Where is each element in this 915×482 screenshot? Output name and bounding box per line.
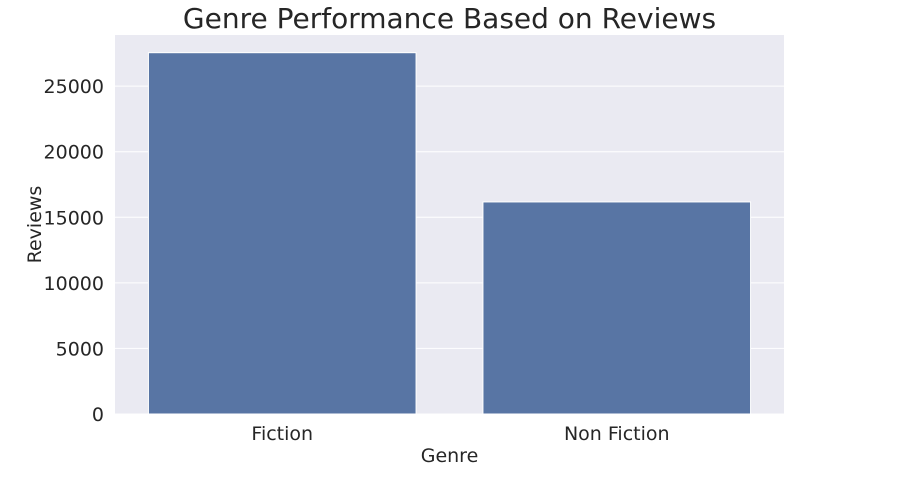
- y-axis-label: Reviews: [24, 186, 46, 264]
- bars: [147, 52, 752, 415]
- y-tick-label: 25000: [44, 76, 104, 98]
- x-tick-label: Fiction: [251, 423, 313, 445]
- y-tick-label: 15000: [44, 207, 104, 229]
- x-axis-ticks: Fiction Non Fiction: [251, 423, 669, 445]
- bar-fiction: [147, 52, 417, 415]
- y-tick-label: 20000: [44, 142, 104, 164]
- chart-title: Genre Performance Based on Reviews: [183, 2, 716, 35]
- y-tick-label: 10000: [44, 273, 104, 295]
- y-tick-label: 5000: [56, 338, 104, 360]
- x-axis-label: Genre: [421, 445, 479, 467]
- bar-non-fiction: [482, 201, 752, 415]
- y-tick-label: 0: [92, 404, 104, 426]
- y-axis-ticks: 0 5000 10000 15000 20000 25000: [44, 76, 104, 426]
- x-tick-label: Non Fiction: [564, 423, 670, 445]
